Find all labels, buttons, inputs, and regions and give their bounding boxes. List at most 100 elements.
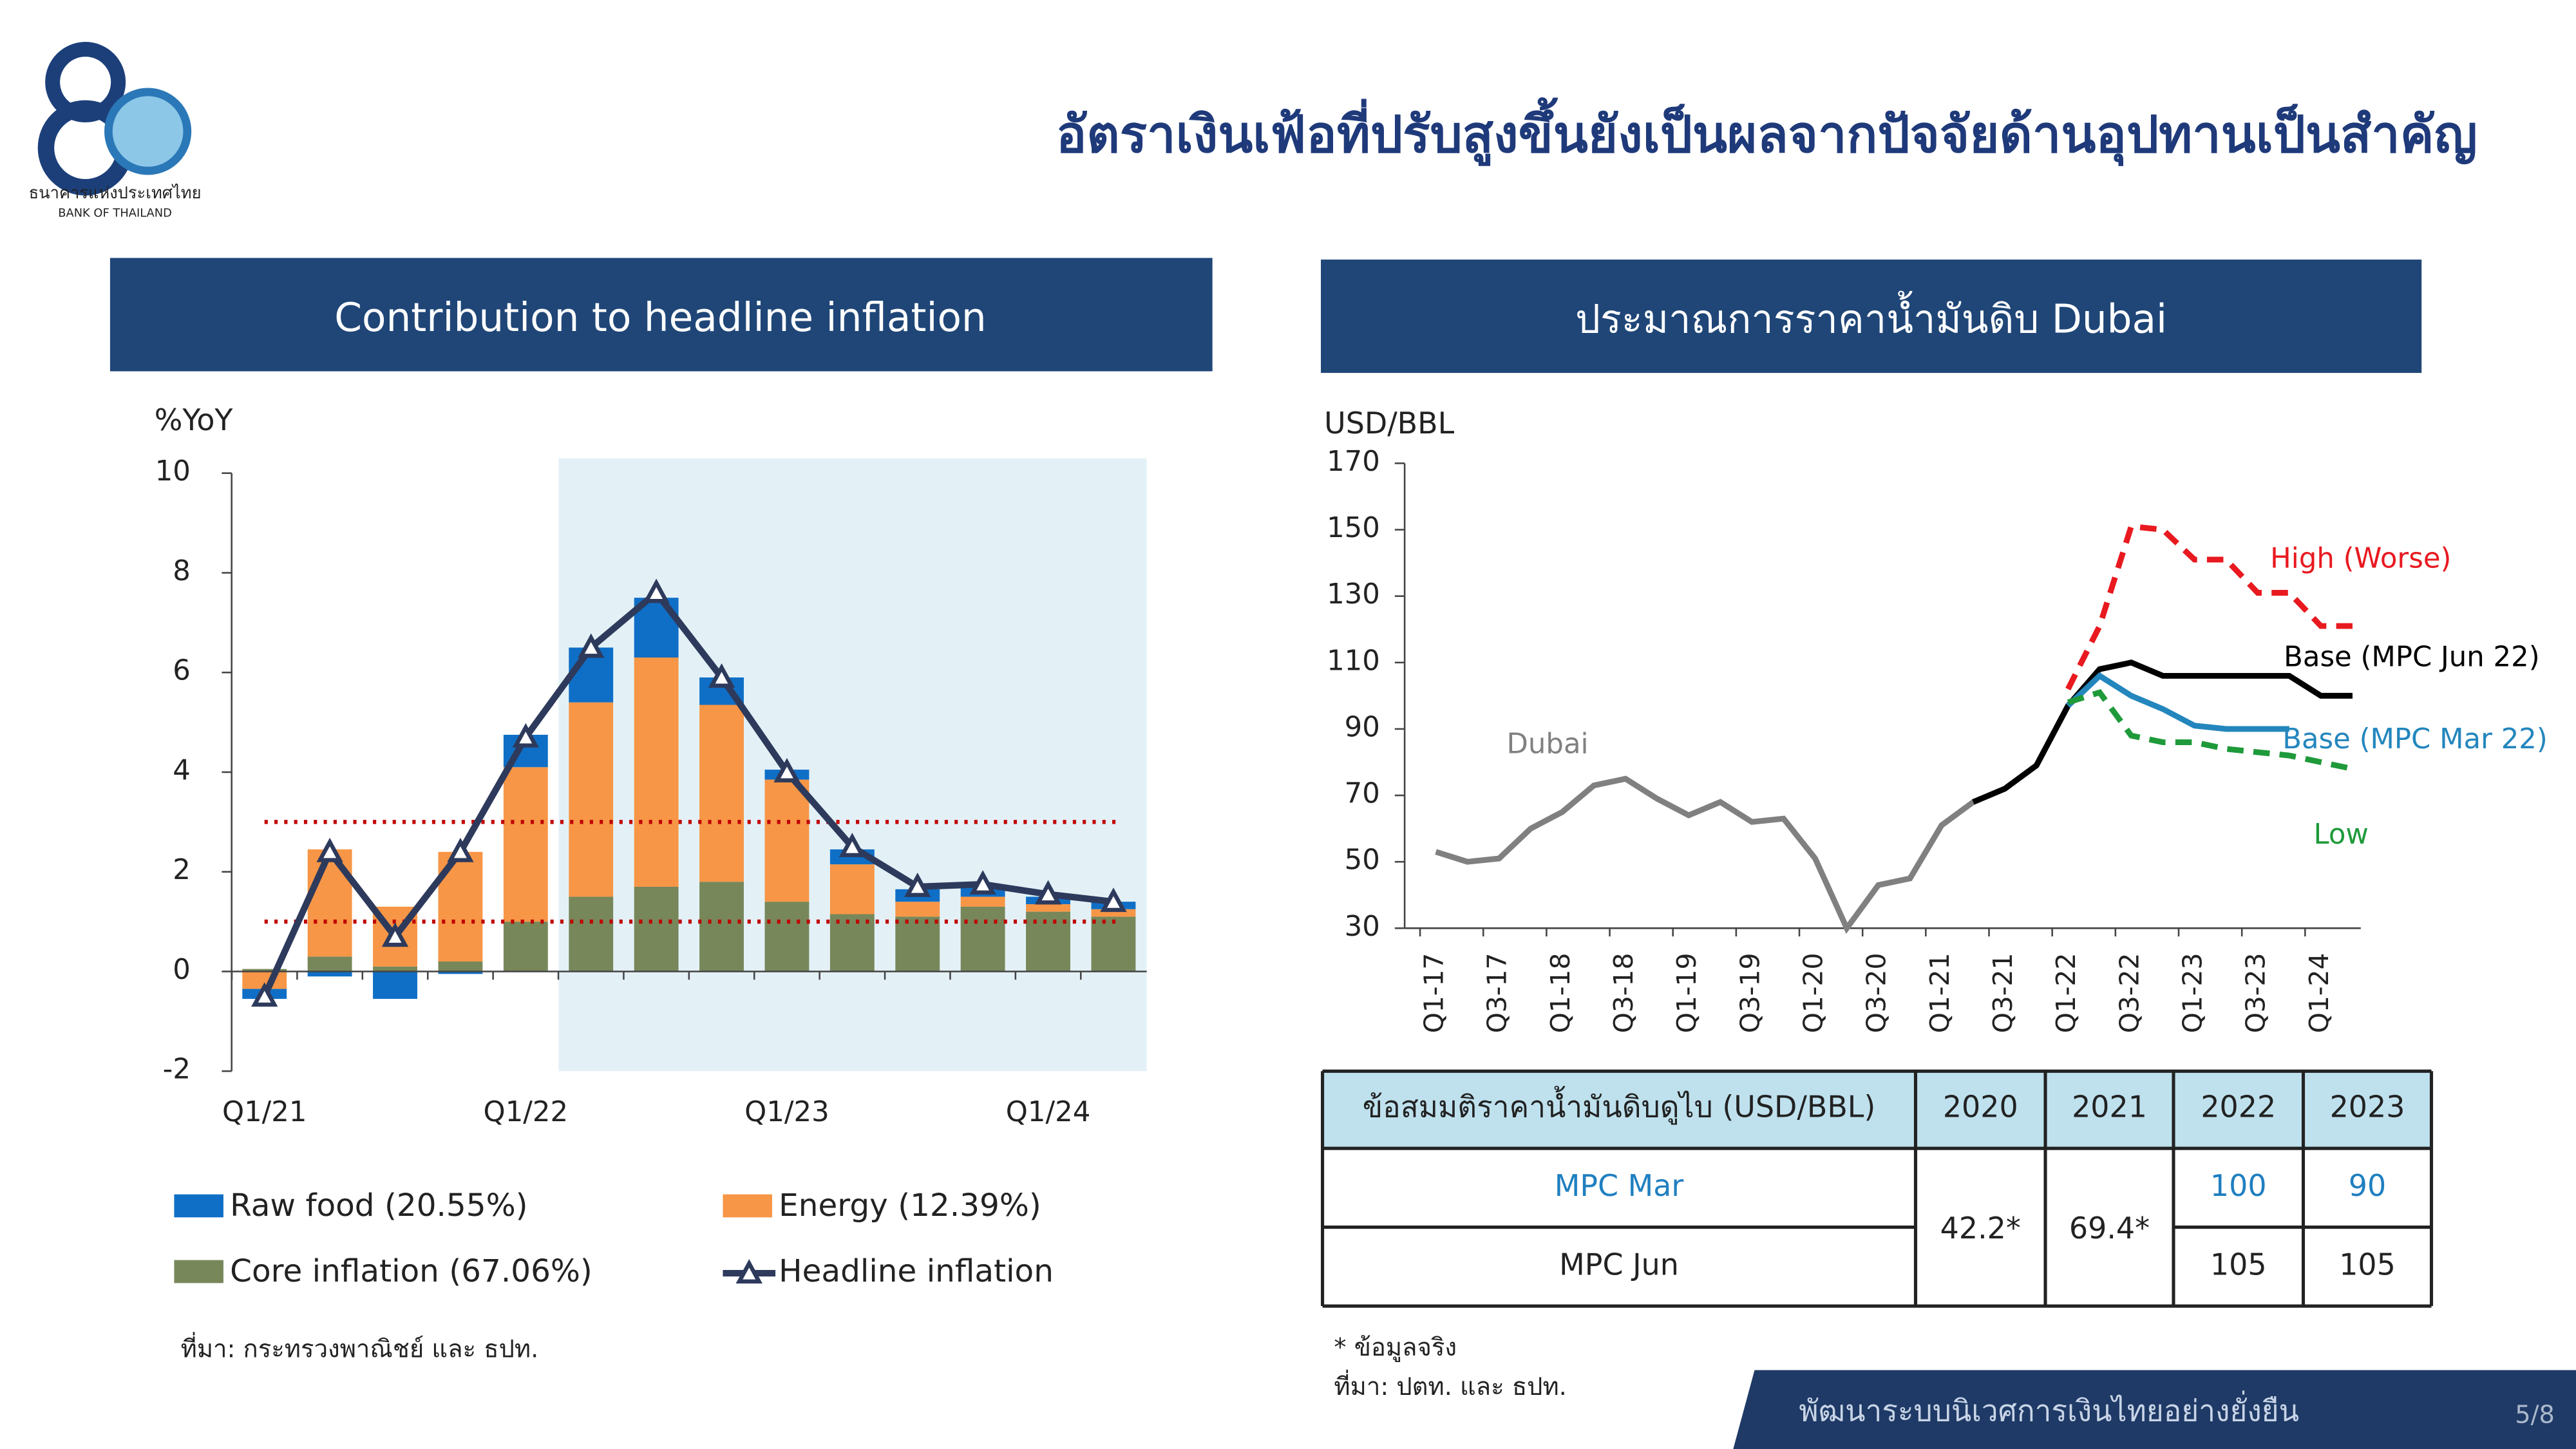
bar-segment <box>1091 916 1136 972</box>
logo-th: ธนาคารแห่งประเทศไทย <box>29 184 202 203</box>
y-tick-label: 4 <box>173 754 191 786</box>
y-tick-label: 90 <box>1345 711 1380 743</box>
x-tick-label: Q1-22 <box>2050 953 2081 1034</box>
logo: ธนาคารแห่งประเทศไทย BANK OF THAILAND <box>29 42 202 220</box>
marker <box>773 758 800 782</box>
series-line <box>1972 659 2353 805</box>
bar-segment <box>634 886 679 972</box>
x-tick-label: Q1-18 <box>1545 953 1576 1034</box>
bar-segment <box>960 906 1005 972</box>
table-cell: MPC Jun <box>1559 1247 1679 1282</box>
series-line <box>2065 523 2353 691</box>
y-tick-label: 6 <box>173 655 191 687</box>
marker <box>838 833 866 857</box>
x-tick-label: Q3-23 <box>2240 953 2271 1034</box>
series-label: Dubai <box>1507 728 1589 761</box>
x-tick-label: Q3-19 <box>1734 953 1765 1034</box>
bar-segment <box>569 702 614 897</box>
bar-segment <box>895 902 940 917</box>
bar-segment <box>895 916 940 972</box>
bar-segment <box>373 971 417 999</box>
table-header: 2020 <box>1943 1089 2018 1124</box>
bar-segment <box>829 914 875 972</box>
y-tick-label: 170 <box>1327 446 1380 478</box>
bar-segment <box>438 961 483 972</box>
series-line <box>2067 688 2353 772</box>
bar-segment <box>438 971 483 974</box>
bar-segment <box>634 658 679 887</box>
bar-segment <box>307 956 352 972</box>
source: ที่มา: ปตท. และ ธปท. <box>1334 1369 1566 1401</box>
footer-text: พัฒนาระบบนิเวศการเงินไทยอย่างยั่งยืน <box>1799 1390 2299 1428</box>
chart-title: ประมาณการราคาน้ำมันดิบ Dubai <box>1575 291 2167 343</box>
y-tick-label: 150 <box>1327 512 1380 544</box>
x-tick-label: Q3-22 <box>2114 953 2145 1034</box>
legend-swatch <box>174 1260 223 1283</box>
series-label: Base (MPC Jun 22) <box>2284 641 2540 673</box>
bar-segment <box>307 971 352 977</box>
table-header: ข้อสมมติราคาน้ำมันดิบดูไบ (USD/BBL) <box>1363 1085 1876 1124</box>
marker <box>251 982 278 1007</box>
table-cell: MPC Mar <box>1555 1168 1684 1203</box>
x-tick-label: Q1-19 <box>1671 953 1702 1034</box>
note: * ข้อมูลจริง <box>1334 1333 1457 1362</box>
table-cell: 100 <box>2210 1168 2267 1203</box>
bar-segment <box>373 966 417 972</box>
marker <box>381 922 409 947</box>
y-tick-label: 10 <box>155 455 191 488</box>
table-header: 2023 <box>2330 1089 2405 1124</box>
bar-segment <box>699 705 744 882</box>
page-number: 5/8 <box>2515 1400 2555 1429</box>
bar-segment <box>699 882 744 972</box>
y-tick-label: 0 <box>173 954 191 986</box>
legend-swatch <box>723 1194 772 1218</box>
legend-swatch <box>735 1259 762 1283</box>
banner <box>1321 260 2422 374</box>
y-tick-label: -2 <box>163 1054 191 1086</box>
bar-segment <box>1091 909 1136 917</box>
slide-title: อัตราเงินเฟ้อที่ปรับสูงขึ้นยังเป็นผลจากป… <box>1056 97 2477 167</box>
x-tick-label: Q3-21 <box>1987 953 2018 1034</box>
series-label: Low <box>2314 819 2369 851</box>
x-tick-label: Q1-24 <box>2304 953 2334 1034</box>
x-tick-label: Q1/22 <box>484 1096 569 1128</box>
y-axis-label: USD/BBL <box>1324 406 1455 440</box>
bar-segment <box>764 902 810 972</box>
marker <box>1034 880 1062 905</box>
y-tick-label: 130 <box>1327 578 1380 611</box>
legend-label: Energy (12.39%) <box>779 1188 1041 1224</box>
marker <box>512 723 540 748</box>
x-tick-label: Q1/23 <box>744 1096 829 1128</box>
x-tick-label: Q1/21 <box>222 1096 307 1128</box>
y-tick-label: 8 <box>173 555 191 587</box>
bar-segment <box>569 896 614 972</box>
x-tick-label: Q1/24 <box>1006 1096 1091 1128</box>
bar-segment <box>503 922 548 972</box>
series-label: High (Worse) <box>2270 542 2451 574</box>
bar-segment <box>503 767 548 922</box>
x-tick-label: Q3-20 <box>1861 953 1892 1034</box>
source: ที่มา: กระทรวงพาณิชย์ และ ธปท. <box>181 1331 539 1363</box>
bar-segment <box>829 864 875 914</box>
bar-segment <box>1026 904 1070 912</box>
marker <box>447 837 474 862</box>
x-tick-label: Q1-21 <box>1924 953 1955 1034</box>
marker <box>904 872 931 897</box>
x-tick-label: Q3-18 <box>1608 953 1639 1034</box>
x-tick-label: Q3-17 <box>1482 953 1513 1034</box>
table-header: 2022 <box>2201 1089 2276 1124</box>
table-header: 2021 <box>2072 1089 2147 1124</box>
marker <box>316 837 343 862</box>
table-header-bg <box>1322 1071 2432 1149</box>
y-tick-label: 110 <box>1327 645 1380 677</box>
x-tick-label: Q1-20 <box>1798 953 1829 1034</box>
headline-line <box>261 588 1114 998</box>
footer-bar <box>1733 1370 2576 1449</box>
legend-swatch <box>174 1194 223 1218</box>
x-tick-label: Q1-17 <box>1419 953 1450 1034</box>
series-line <box>2066 672 2289 732</box>
y-tick-label: 2 <box>173 854 191 886</box>
legend-label: Raw food (20.55%) <box>230 1188 527 1224</box>
y-tick-label: 30 <box>1345 911 1380 943</box>
bar-segment <box>960 896 1005 907</box>
